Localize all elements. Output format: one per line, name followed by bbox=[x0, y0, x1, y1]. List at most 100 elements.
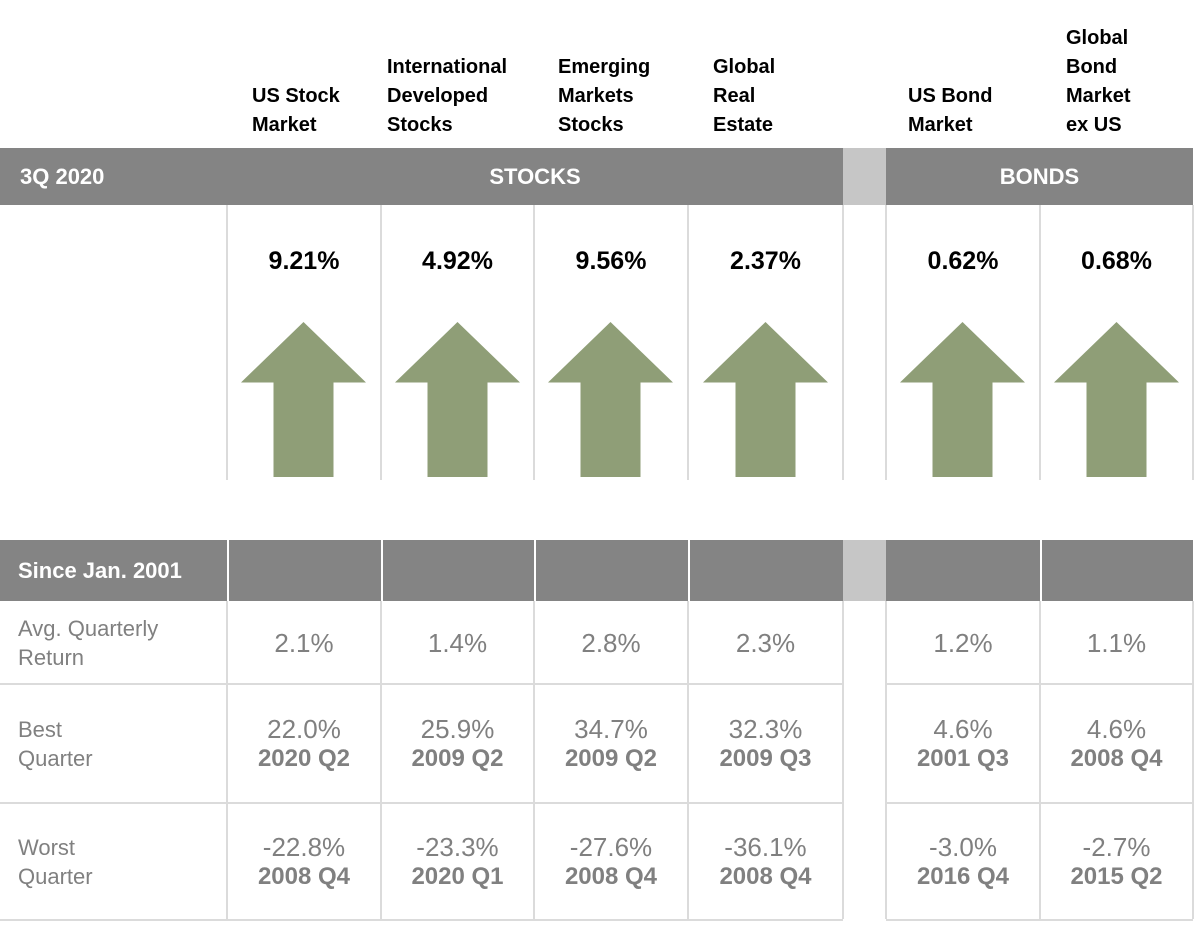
column-divider bbox=[533, 601, 535, 919]
best-quarter-value: 25.9% bbox=[420, 713, 495, 744]
since-banner-cell bbox=[690, 540, 843, 601]
column-divider bbox=[842, 205, 844, 480]
best-quarter-period: 2020 Q2 bbox=[257, 744, 351, 772]
up-arrow-icon bbox=[241, 322, 366, 477]
since-banner-cell bbox=[1042, 540, 1193, 601]
worst-quarter-period: 2016 Q4 bbox=[916, 862, 1010, 890]
table-bottom-border bbox=[0, 919, 843, 921]
column-divider bbox=[533, 205, 535, 480]
quarterly-return-value: 0.68% bbox=[1081, 246, 1152, 275]
column-header-intl-developed-stocks: International Developed Stocks bbox=[387, 56, 508, 136]
worst-quarter-value: -23.3% bbox=[416, 831, 499, 862]
worst-quarter-period: 2008 Q4 bbox=[719, 862, 812, 890]
worst-quarter-cell: -27.6% 2008 Q4 bbox=[534, 803, 688, 920]
worst-quarter-cell: -2.7% 2015 Q2 bbox=[1040, 803, 1193, 920]
avg-return-value: 2.1% bbox=[274, 627, 334, 658]
avg-return-cell: 2.8% bbox=[534, 601, 688, 684]
best-quarter-value: 34.7% bbox=[574, 713, 648, 744]
worst-quarter-cell: -22.8% 2008 Q4 bbox=[227, 803, 381, 920]
column-header-us-stock-market: US Stock Market bbox=[252, 85, 340, 136]
column-divider bbox=[1192, 601, 1194, 919]
column-divider bbox=[1039, 205, 1041, 480]
column-header-us-bond-market: US Bond Market bbox=[908, 85, 993, 136]
column-divider bbox=[1039, 601, 1041, 919]
row-divider bbox=[0, 802, 843, 804]
best-quarter-value: 32.3% bbox=[728, 713, 803, 744]
row-label-worst-quarter: Worst Quarter bbox=[18, 834, 93, 889]
best-quarter-period: 2009 Q3 bbox=[719, 744, 812, 772]
worst-quarter-period: 2008 Q4 bbox=[564, 862, 658, 890]
row-label-best-quarter: Best Quarter bbox=[18, 716, 93, 771]
avg-return-value: 2.8% bbox=[581, 627, 641, 658]
since-banner-cell bbox=[383, 540, 534, 601]
worst-quarter-value: -22.8% bbox=[262, 831, 346, 862]
avg-return-cell: 2.3% bbox=[688, 601, 843, 684]
column-header-global-real-estate: Global Real Estate bbox=[713, 56, 776, 136]
quarterly-return-value: 4.92% bbox=[422, 246, 493, 275]
column-divider bbox=[885, 601, 887, 919]
worst-quarter-value: -3.0% bbox=[929, 831, 997, 862]
quarterly-return-value: 9.21% bbox=[268, 246, 340, 275]
worst-quarter-value: -2.7% bbox=[1082, 831, 1151, 862]
best-quarter-cell: 4.6% 2001 Q3 bbox=[886, 684, 1040, 803]
worst-quarter-period: 2015 Q2 bbox=[1070, 862, 1163, 890]
worst-quarter-cell: -3.0% 2016 Q4 bbox=[886, 803, 1040, 920]
since-label: Since Jan. 2001 bbox=[18, 557, 182, 583]
best-quarter-value: 4.6% bbox=[933, 713, 993, 744]
since-banner-cell bbox=[0, 540, 227, 601]
worst-quarter-period: 2008 Q4 bbox=[257, 862, 351, 890]
column-divider bbox=[380, 601, 382, 919]
period-banner-bonds-segment bbox=[886, 148, 1193, 205]
column-divider bbox=[687, 205, 689, 480]
up-arrow-icon bbox=[395, 322, 520, 477]
worst-quarter-period: 2020 Q1 bbox=[411, 862, 504, 890]
best-quarter-cell: 22.0% 2020 Q2 bbox=[227, 684, 381, 803]
row-label-avg-quarterly-return: Avg. Quarterly Return bbox=[18, 615, 159, 670]
column-header-emerging-markets: Emerging Markets Stocks bbox=[558, 56, 651, 136]
row-divider bbox=[0, 683, 843, 685]
bonds-group-label: BONDS bbox=[999, 163, 1080, 189]
avg-return-cell: 2.1% bbox=[227, 601, 381, 684]
avg-return-value: 1.4% bbox=[427, 627, 488, 658]
column-divider bbox=[687, 601, 689, 919]
banner-gap bbox=[843, 148, 886, 205]
up-arrow-icon bbox=[703, 322, 828, 477]
worst-quarter-cell: -36.1% 2008 Q4 bbox=[688, 803, 843, 920]
since-banner-cell bbox=[886, 540, 1040, 601]
avg-return-cell: 1.1% bbox=[1040, 601, 1193, 684]
period-label: 3Q 2020 bbox=[20, 163, 105, 189]
best-quarter-period: 2008 Q4 bbox=[1070, 744, 1163, 772]
best-quarter-cell: 25.9% 2009 Q2 bbox=[381, 684, 534, 803]
worst-quarter-value: -36.1% bbox=[724, 831, 807, 862]
best-quarter-value: 4.6% bbox=[1086, 713, 1147, 744]
worst-quarter-value: -27.6% bbox=[569, 831, 653, 862]
best-quarter-value: 22.0% bbox=[267, 713, 341, 744]
since-banner-cell bbox=[536, 540, 688, 601]
quarterly-return-value: 9.56% bbox=[575, 246, 647, 275]
best-quarter-cell: 32.3% 2009 Q3 bbox=[688, 684, 843, 803]
avg-return-cell: 1.2% bbox=[886, 601, 1040, 684]
stocks-group-label: STOCKS bbox=[489, 163, 581, 189]
column-divider bbox=[885, 205, 887, 480]
avg-return-value: 1.2% bbox=[933, 627, 993, 658]
avg-return-value: 2.3% bbox=[735, 627, 796, 658]
quarterly-return-value: 0.62% bbox=[927, 246, 999, 275]
table-bottom-border bbox=[886, 919, 1193, 921]
banner-gap bbox=[843, 540, 886, 601]
column-divider bbox=[226, 601, 228, 919]
best-quarter-period: 2001 Q3 bbox=[916, 744, 1010, 772]
up-arrow-icon bbox=[1054, 322, 1179, 477]
best-quarter-cell: 4.6% 2008 Q4 bbox=[1040, 684, 1193, 803]
avg-return-cell: 1.4% bbox=[381, 601, 534, 684]
best-quarter-period: 2009 Q2 bbox=[411, 744, 504, 772]
since-banner-cell bbox=[229, 540, 381, 601]
column-divider bbox=[380, 205, 382, 480]
best-quarter-cell: 34.7% 2009 Q2 bbox=[534, 684, 688, 803]
avg-return-value: 1.1% bbox=[1086, 627, 1147, 658]
worst-quarter-cell: -23.3% 2020 Q1 bbox=[381, 803, 534, 920]
up-arrow-icon bbox=[548, 322, 673, 477]
up-arrow-icon bbox=[900, 322, 1025, 477]
period-banner-stocks-segment bbox=[0, 148, 843, 205]
quarterly-return-value: 2.37% bbox=[730, 246, 801, 275]
